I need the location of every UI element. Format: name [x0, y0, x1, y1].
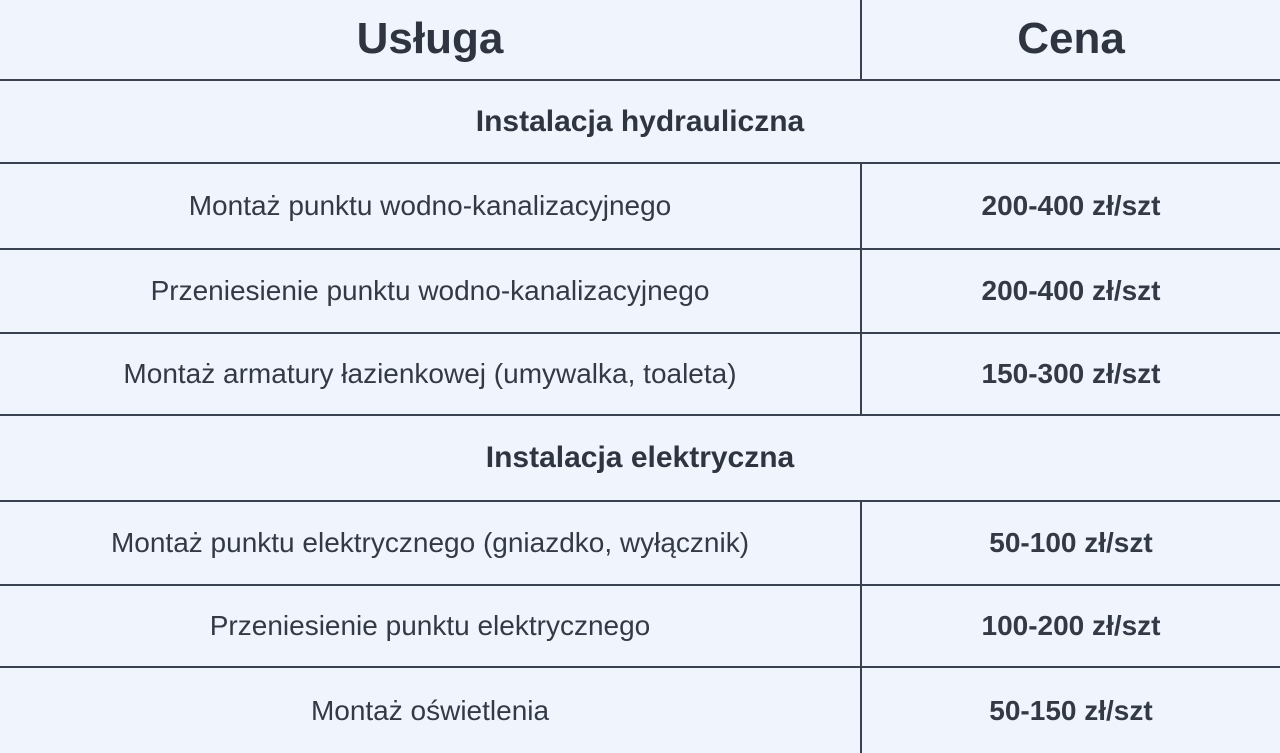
table-row: Montaż punktu wodno-kanalizacyjnego 200-… [0, 164, 1280, 250]
service-price: 150-300 zł/szt [860, 334, 1280, 414]
section-title: Instalacja elektryczna [485, 441, 795, 474]
service-price: 50-150 zł/szt [860, 668, 1280, 753]
table-row: Przeniesienie punktu elektrycznego 100-2… [0, 586, 1280, 668]
table-row: Montaż armatury łazienkowej (umywalka, t… [0, 334, 1280, 416]
table-header-row: Usługa Cena [0, 0, 1280, 81]
service-name: Montaż armatury łazienkowej (umywalka, t… [123, 358, 737, 390]
table-row: Przeniesienie punktu wodno-kanalizacyjne… [0, 250, 1280, 334]
service-price: 50-100 zł/szt [860, 502, 1280, 584]
column-header-cena: Cena [860, 0, 1280, 79]
table-row: Montaż oświetlenia 50-150 zł/szt [0, 668, 1280, 753]
service-name: Montaż punktu elektrycznego (gniazdko, w… [110, 527, 750, 559]
service-name: Montaż oświetlenia [310, 694, 550, 726]
section-title: Instalacja hydrauliczna [475, 104, 805, 138]
service-price: 200-400 zł/szt [860, 250, 1280, 332]
service-price: 100-200 zł/szt [860, 586, 1280, 666]
table-row: Montaż punktu elektrycznego (gniazdko, w… [0, 502, 1280, 586]
section-header-hydrauliczna: Instalacja hydrauliczna [0, 81, 1280, 164]
section-header-elektryczna: Instalacja elektryczna [0, 416, 1280, 502]
service-price: 200-400 zł/szt [860, 164, 1280, 248]
service-name: Przeniesienie punktu elektrycznego [209, 610, 651, 642]
column-header-usluga: Usługa [356, 14, 504, 64]
service-name: Montaż punktu wodno-kanalizacyjnego [188, 190, 672, 222]
service-name: Przeniesienie punktu wodno-kanalizacyjne… [150, 275, 710, 307]
